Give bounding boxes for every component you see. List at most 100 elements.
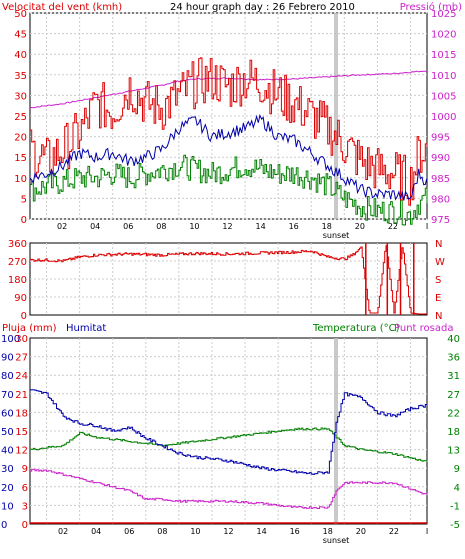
- wind-tick-label: 20: [14, 133, 27, 144]
- wind-plot-area: [29, 12, 428, 220]
- pressure-tick-label: 1020: [431, 30, 456, 41]
- temperature-tick-label: 22: [447, 408, 460, 419]
- direction-tick-label: 270: [8, 257, 27, 268]
- x-tick-label: 20: [355, 222, 365, 231]
- x-tick-label: 14: [256, 527, 266, 536]
- x-tick-label: 18: [322, 222, 332, 231]
- humidity-tick-label: 50: [1, 427, 14, 438]
- x-tick-label: 06: [124, 527, 134, 536]
- humidity-ticks: 0102030405060708090100036912151821242730…: [1, 334, 460, 545]
- x-tick-label: I: [426, 527, 428, 536]
- pressure-tick-label: 995: [431, 133, 450, 144]
- temperature-tick-label: 27: [447, 390, 460, 401]
- temperature-tick-label: 4: [454, 483, 460, 494]
- humidity-tick-label: 80: [1, 371, 14, 382]
- compass-tick-label: E: [435, 293, 441, 304]
- humidity-tick-label: 0: [1, 520, 7, 531]
- wind-sunset-bar: [334, 13, 339, 219]
- wind-tick-label: 35: [14, 71, 27, 82]
- x-tick-label: 10: [190, 527, 200, 536]
- pressure-tick-label: 1010: [431, 71, 456, 82]
- x-tick-label: 06: [123, 222, 133, 231]
- x-tick-label: 02: [57, 222, 67, 231]
- rain-tick-label: 30: [15, 334, 28, 345]
- pressure-tick-label: 975: [431, 215, 450, 226]
- humidity-tick-label: 90: [1, 353, 14, 364]
- temperature-tick-label: 18: [447, 427, 460, 438]
- x-tick-label: 04: [90, 222, 100, 231]
- compass-tick-label: N: [435, 311, 442, 322]
- x-tick-label: 14: [255, 222, 265, 231]
- temperature-tick-label: 40: [447, 334, 460, 345]
- humidity-tick-label: 30: [1, 464, 14, 475]
- wind-sunset-shade: [334, 13, 339, 219]
- x-tick-label: 02: [58, 527, 68, 536]
- wind-tick-label: 50: [14, 9, 27, 20]
- x-tick-label: 04: [91, 527, 101, 536]
- x-tick-label: 12: [222, 222, 232, 231]
- rain-tick-label: 12: [15, 446, 28, 457]
- wind-tick-label: 25: [14, 112, 27, 123]
- direction-line: [30, 245, 427, 315]
- rain-tick-label: 3: [22, 501, 28, 512]
- sunset-label: sunset: [323, 231, 350, 240]
- humidity-axis-title: Humitat: [66, 323, 106, 334]
- rain-tick-label: 0: [22, 520, 28, 531]
- direction-tick-label: 90: [14, 293, 27, 304]
- temperature-line: [30, 427, 428, 462]
- pressure-tick-label: 980: [431, 194, 450, 205]
- wind-tick-label: 15: [14, 153, 27, 164]
- pressure-tick-label: 1005: [431, 91, 456, 102]
- pressure-tick-label: 1025: [431, 9, 456, 20]
- compass-tick-label: N: [435, 239, 442, 250]
- humidity-tick-label: 60: [1, 408, 14, 419]
- sunset-label: sunset: [323, 536, 350, 545]
- x-tick-label: 08: [157, 527, 167, 536]
- x-tick-label: 22: [389, 527, 399, 536]
- direction-plot-area: [29, 242, 428, 316]
- compass-tick-label: W: [435, 257, 445, 268]
- pressure-tick-label: 1000: [431, 112, 456, 123]
- humidity-tick-label: 70: [1, 390, 14, 401]
- direction-grid: [30, 243, 427, 315]
- rain-tick-label: 18: [15, 408, 28, 419]
- wind-gust-line: [30, 57, 428, 206]
- direction-tick-label: 180: [8, 275, 27, 286]
- temperature-tick-label: -1: [450, 501, 460, 512]
- wind-series: [29, 57, 428, 226]
- wind-tick-label: 40: [14, 50, 27, 61]
- humidity-tick-label: 40: [1, 446, 14, 457]
- x-tick-label: 12: [223, 527, 233, 536]
- chart-title: 24 hour graph day : 26 Febrero 2010: [170, 2, 355, 13]
- x-tick-label: 16: [290, 527, 300, 536]
- pressure-axis-title: Pressió (mb): [400, 1, 462, 13]
- humidity-plot-area: [29, 337, 428, 525]
- humidity-temperature-panel: 0102030405060708090100036912151821242730…: [1, 334, 460, 545]
- rain-tick-label: 6: [22, 483, 28, 494]
- temperature-tick-label: -5: [450, 520, 460, 531]
- humidity-series: [30, 389, 428, 524]
- temperature-tick-label: 36: [447, 353, 460, 364]
- temperature-axis-title: Temperatura (°C): [312, 323, 400, 334]
- wind-avg-line: [29, 113, 428, 201]
- x-tick-label: 22: [388, 222, 398, 231]
- x-tick-label: I: [426, 222, 428, 231]
- temperature-tick-label: 31: [447, 371, 460, 382]
- wind-axis-title: Velocitat del vent (kmh): [2, 2, 122, 13]
- direction-series: [30, 243, 427, 315]
- x-tick-label: 08: [156, 222, 166, 231]
- x-tick-label: 20: [356, 527, 366, 536]
- wind-ticks: 0510152025303540455097598098599099510001…: [14, 9, 456, 240]
- pressure-tick-label: 1015: [431, 50, 456, 61]
- direction-tick-label: 0: [21, 311, 27, 322]
- direction-tick-label: 360: [8, 239, 27, 250]
- humidity-line: [30, 389, 428, 475]
- dewpoint-axis-title: Punt rosada: [394, 323, 453, 334]
- pressure-tick-label: 985: [431, 174, 450, 185]
- humidity-tick-label: 100: [1, 334, 20, 345]
- wind-tick-label: 30: [14, 91, 27, 102]
- wind-tick-label: 10: [14, 174, 27, 185]
